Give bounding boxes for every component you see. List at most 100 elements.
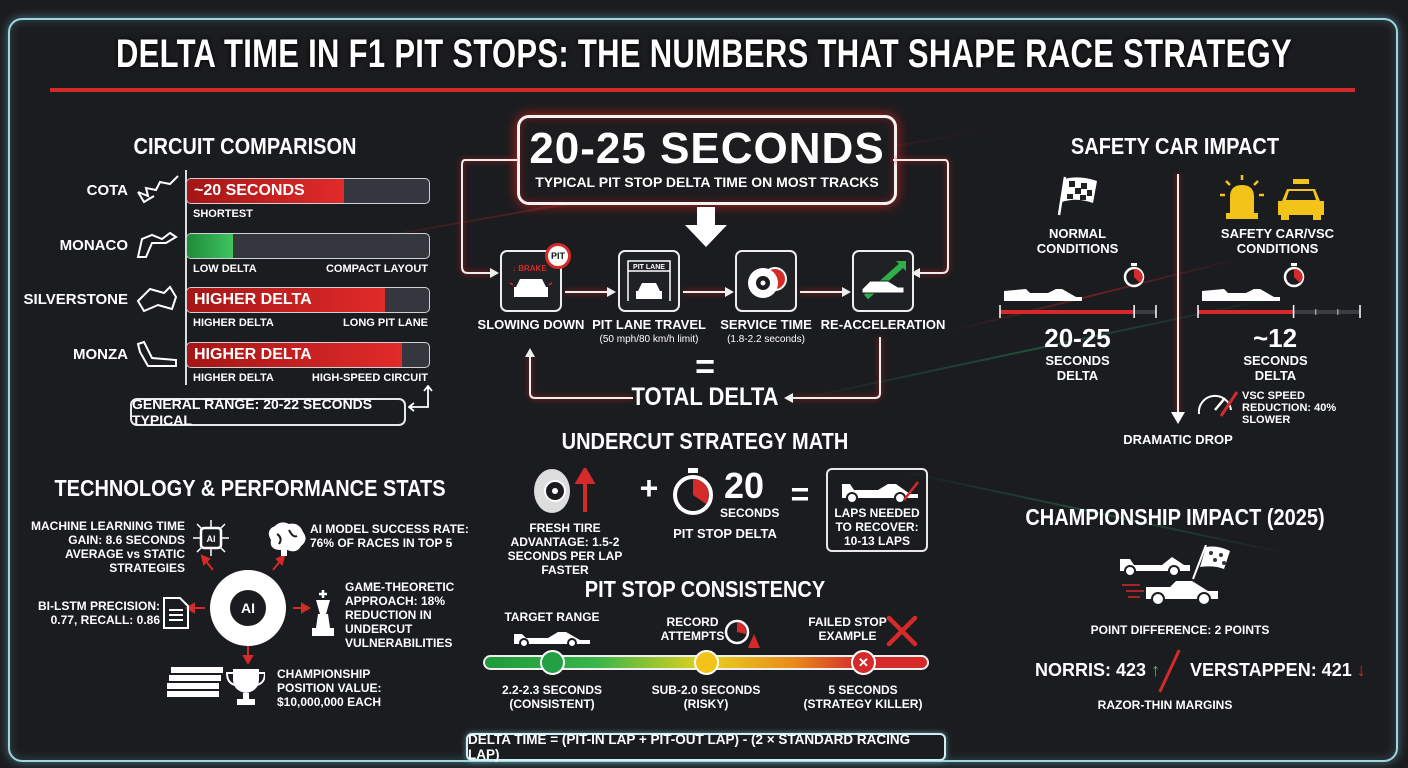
general-range-box: GENERAL RANGE: 20-22 SECONDS TYPICAL [130, 396, 406, 428]
consistency-marker: ✕ [851, 650, 876, 675]
laps-needed-text: LAPS NEEDED TO RECOVER: 10-13 LAPS [834, 506, 920, 548]
ml-stat: MACHINE LEARNING TIME GAIN: 8.6 SECONDS … [31, 519, 185, 575]
svg-text:↓ BRAKE: ↓ BRAKE [512, 264, 547, 273]
circuit-delta-bar [186, 232, 430, 259]
razor-thin-note: RAZOR-THIN MARGINS [1097, 698, 1233, 712]
normal-label: NORMAL CONDITIONS [1036, 226, 1119, 256]
track-outline-icon [136, 231, 178, 258]
pit-delta-label: PIT STOP DELTA [673, 526, 777, 541]
marker-value: 5 SECONDS [828, 683, 898, 697]
headline-value: 20-25 SECONDS [529, 124, 885, 173]
verstappen-points: VERSTAPPEN: 421 ↓ [1190, 660, 1366, 681]
safety-car-icons [1220, 175, 1324, 220]
money-stack-icon [167, 667, 223, 697]
sc-label: SAFETY CAR/VSC CONDITIONS [1220, 226, 1335, 256]
bilstm-stat: BI-LSTM PRECISION: 0.77, RECALL: 0.86 [38, 599, 160, 627]
money-trophy-icon [167, 667, 265, 705]
page-title: DELTA TIME IN F1 PIT STOPS: THE NUMBERS … [115, 30, 1292, 77]
step-subtitle: (1.8-2.2 seconds) [727, 334, 805, 345]
bar-fill [187, 288, 386, 312]
left-note: LOW DELTA [193, 262, 257, 275]
bar-fill [187, 233, 233, 258]
tech-heading: TECHNOLOGY & PERFORMANCE STATS [54, 476, 446, 502]
step-label: SERVICE TIME (1.8-2.2 seconds) [696, 317, 836, 347]
equals-sign: = [695, 348, 715, 386]
brain-icon [268, 522, 306, 556]
bar-fill [187, 342, 403, 367]
championship-heading: CHAMPIONSHIP IMPACT (2025) [1025, 505, 1325, 531]
normal-unit: SECONDS DELTA [1045, 353, 1110, 383]
track-outline-icon [136, 340, 177, 367]
svg-text:AI: AI [207, 534, 216, 544]
pit-delta-value: 20 [724, 465, 765, 506]
circuit-name: COTA [86, 182, 128, 199]
stopwatch-icon [673, 468, 713, 515]
plus-sign: + [639, 470, 659, 506]
norris-points: NORRIS: 423 ↑ [1035, 660, 1160, 681]
headline-box: 20-25 SECONDS TYPICAL PIT STOP DELTA TIM… [517, 115, 897, 205]
marker-top-label: TARGET RANGE [504, 610, 600, 624]
safety-heading: SAFETY CAR IMPACT [1070, 134, 1280, 160]
formula-text: DELTA TIME = (PIT-IN LAP + PIT-OUT LAP) … [468, 732, 911, 762]
tire-advantage-text: FRESH TIRE ADVANTAGE: 1.5-2 SECONDS PER … [507, 521, 623, 577]
marker-top-label: FAILED STOP EXAMPLE [808, 615, 887, 643]
ai-gear-icon: AI [210, 570, 286, 646]
infographic-frame [8, 18, 1398, 762]
trophy-icon [225, 669, 265, 705]
vsc-note: VSC SPEED REDUCTION: 40% SLOWER [1242, 390, 1337, 426]
normal-value: 20-25 [1044, 323, 1111, 353]
flow-connectors [461, 159, 949, 403]
game-theory-stat: GAME-THEORETIC APPROACH: 18% REDUCTION I… [345, 580, 455, 650]
ai-chip-label: AI [228, 588, 268, 628]
sc-value: ~12 [1252, 323, 1298, 353]
right-note: COMPACT LAYOUT [325, 262, 428, 275]
safety-car-icon [1278, 179, 1324, 220]
headline-subtitle: TYPICAL PIT STOP DELTA TIME ON MOST TRAC… [535, 174, 879, 190]
down-arrow-icon [1171, 412, 1185, 424]
ai-chip-icon: AI [193, 520, 229, 556]
return-arrow-icon [408, 385, 433, 412]
marker-note: (STRATEGY KILLER) [803, 697, 923, 711]
f1-car-icon [842, 481, 919, 504]
marker-bottom-label: 2.2-2.3 SECONDS (CONSISTENT) [482, 683, 622, 711]
sc-timeline [1196, 263, 1362, 318]
checkered-flag-icon [1057, 176, 1097, 216]
divider-arrow [1177, 174, 1179, 414]
point-difference: POINT DIFFERENCE: 2 POINTS [1090, 623, 1270, 637]
down-arrow-icon [685, 207, 727, 247]
undercut-heading: UNDERCUT STRATEGY MATH [561, 429, 849, 455]
delta-timeline [999, 289, 1157, 318]
f1-car-icon [1202, 289, 1280, 301]
track-outline-icon [136, 285, 178, 313]
sc-unit: SECONDS DELTA [1243, 353, 1308, 383]
marker-value: 2.2-2.3 SECONDS [501, 683, 603, 697]
circuit-name: MONACO [59, 236, 128, 254]
stopwatch-icon [1283, 263, 1304, 288]
track-outline-icon [137, 175, 179, 204]
circuit-delta-bar: HIGHER DELTA [186, 287, 430, 313]
down-arrow-icon: ↓ [1356, 660, 1366, 680]
dramatic-drop-label: DRAMATIC DROP [1123, 432, 1233, 447]
consistency-heading: PIT STOP CONSISTENCY [584, 577, 826, 603]
left-note: HIGHER DELTA [193, 317, 274, 329]
verstappen-text: VERSTAPPEN: 421 [1190, 660, 1352, 680]
circuit-name: SILVERSTONE [23, 291, 128, 308]
f1-car-icon [1004, 289, 1082, 301]
championship-value-stat: CHAMPIONSHIP POSITION VALUE: $10,000,000… [277, 667, 382, 709]
consistency-marker [694, 650, 719, 675]
marker-bottom-label: SUB-2.0 SECONDS (RISKY) [636, 683, 776, 711]
step-label: RE-ACCELERATION [813, 317, 953, 332]
circuit-name: MONZA [73, 345, 128, 363]
pit-delta-unit: SECONDS [720, 506, 780, 520]
right-note: LONG PIT LANE [343, 317, 428, 329]
tire-stopwatch-icon [735, 250, 797, 312]
svg-text:PIT LANE: PIT LANE [633, 264, 665, 271]
circuit-heading: CIRCUIT COMPARISON [133, 134, 357, 160]
step-title: RE-ACCELERATION [820, 317, 946, 332]
pit-badge-text: PIT [550, 251, 565, 261]
f1-car-icon [514, 632, 590, 648]
bar-fill [187, 179, 345, 203]
total-delta-label: TOTAL DELTA [631, 382, 779, 411]
step-title: SLOWING DOWN [477, 317, 585, 332]
delta-timeline [1197, 289, 1361, 318]
